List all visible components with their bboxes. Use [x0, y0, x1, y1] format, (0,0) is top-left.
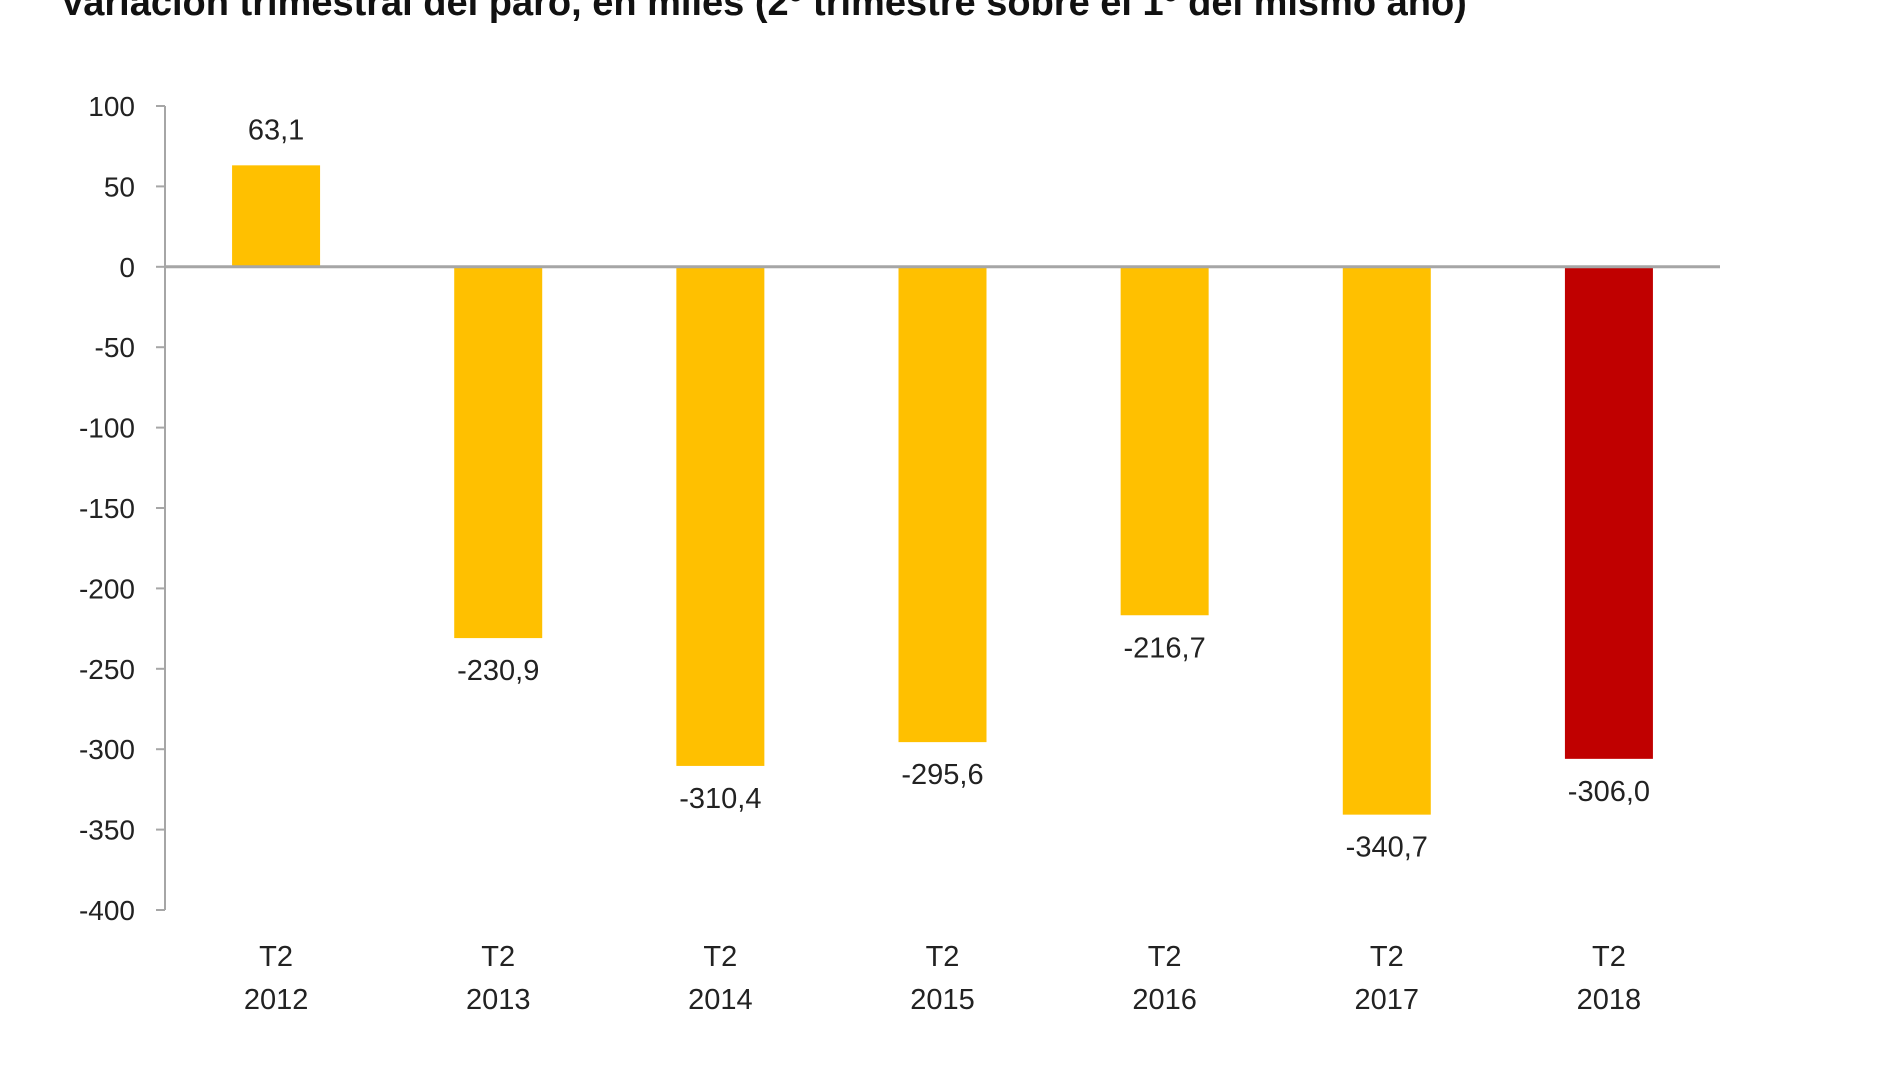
y-tick-label: -200	[79, 573, 135, 604]
x-category-label: 2014	[688, 984, 753, 1016]
bar-t2-2017	[1342, 266, 1431, 815]
x-category-label: 2012	[244, 984, 309, 1016]
bar-t2-2015	[898, 266, 987, 743]
x-category-label: T2	[259, 941, 293, 973]
x-category-label: 2015	[910, 984, 975, 1016]
x-category-label: T2	[1370, 941, 1404, 973]
data-label: -306,0	[1568, 776, 1650, 808]
chart-labels: 100 50 0 -50 -100 -150 -200 -250 -300 -350 -400 63,…	[79, 91, 1650, 1016]
chart-axes	[156, 105, 166, 911]
x-category-label: 2016	[1132, 984, 1197, 1016]
x-category-label: T2	[703, 941, 737, 973]
chart-bars	[232, 165, 1653, 815]
data-label: -310,4	[679, 783, 761, 815]
y-tick-label: -250	[79, 654, 135, 685]
bar-t2-2013	[454, 266, 543, 639]
data-label: -340,7	[1346, 832, 1428, 864]
y-tick-label: -50	[95, 332, 135, 363]
x-category-label: 2017	[1355, 984, 1420, 1016]
bar-t2-2012	[232, 165, 321, 267]
x-category-label: 2018	[1577, 984, 1642, 1016]
bar-t2-2014	[676, 266, 765, 766]
y-tick-label: 50	[104, 171, 135, 202]
data-label: -295,6	[901, 759, 983, 791]
x-category-label: T2	[481, 941, 515, 973]
y-tick-label: -100	[79, 413, 135, 444]
data-label: 63,1	[248, 114, 304, 146]
x-category-label: T2	[1592, 941, 1626, 973]
bar-t2-2016	[1120, 266, 1209, 616]
data-label: -230,9	[457, 655, 539, 687]
y-tick-label: -150	[79, 493, 135, 524]
x-category-label: 2013	[466, 984, 531, 1016]
data-label: -216,7	[1124, 632, 1206, 664]
y-tick-label: -350	[79, 815, 135, 846]
y-tick-label: 100	[88, 91, 135, 122]
y-tick-label: -300	[79, 734, 135, 765]
y-tick-label: 0	[119, 252, 135, 283]
bar-t2-2018	[1564, 266, 1653, 759]
y-tick-label: -400	[79, 895, 135, 926]
chart-title: Variación trimestral del paro, en miles …	[60, 0, 1467, 24]
x-category-label: T2	[926, 941, 960, 973]
x-category-label: T2	[1148, 941, 1182, 973]
